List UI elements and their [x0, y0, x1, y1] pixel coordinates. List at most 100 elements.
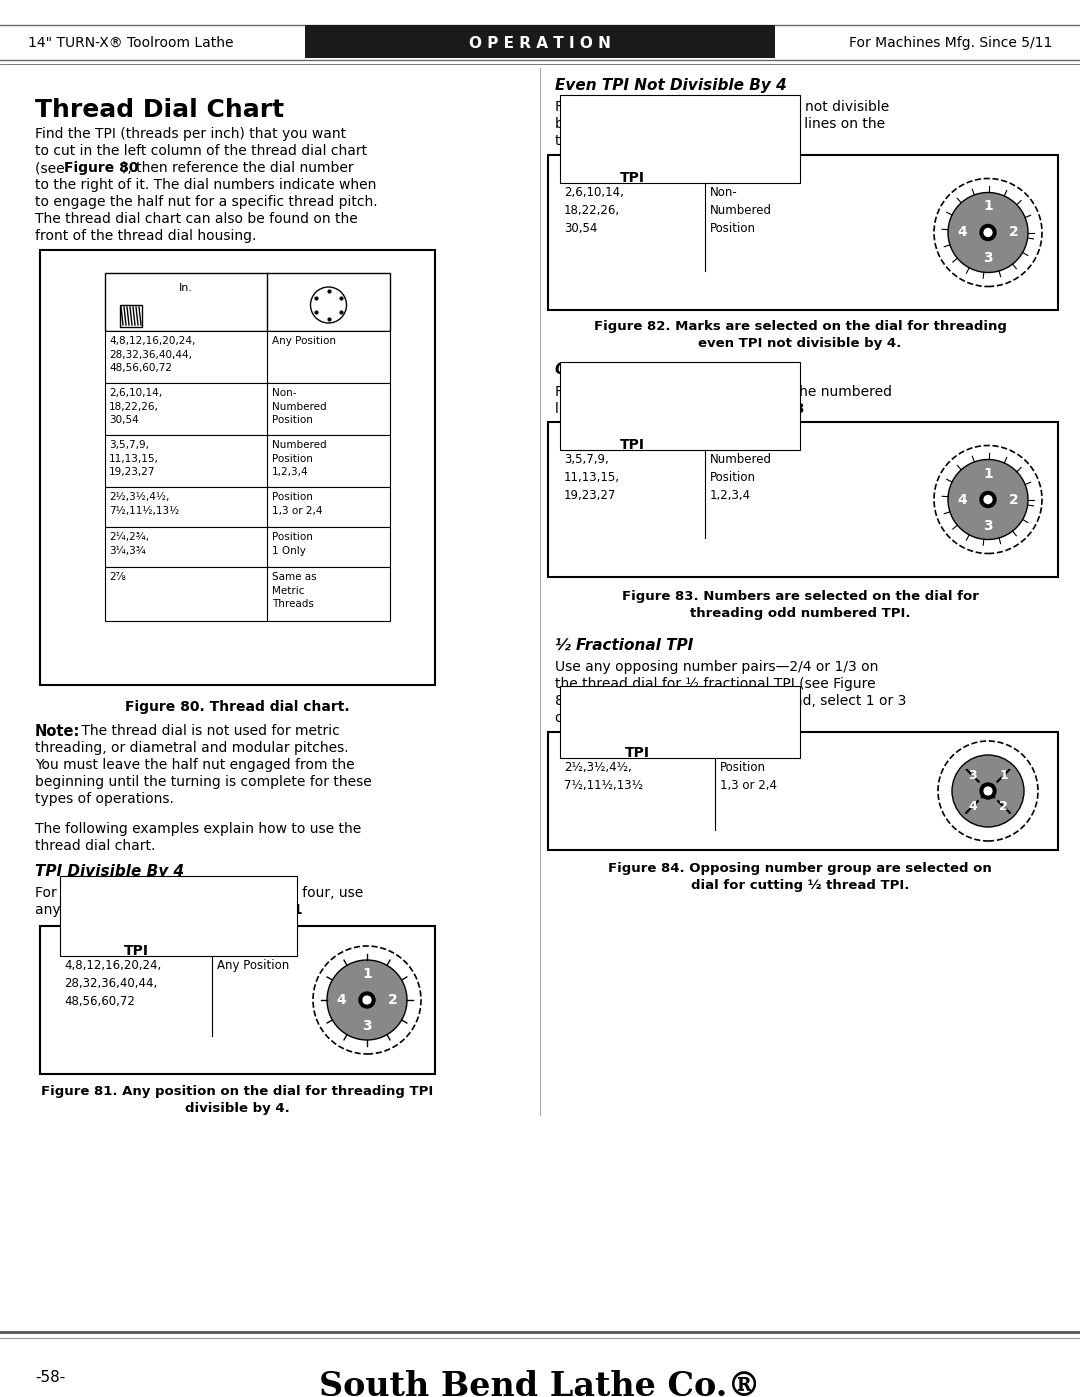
Bar	[120, 305, 141, 327]
Bar	[548, 155, 1058, 310]
Text: For threading a TPI that is even but not divisible: For threading a TPI that is even but not…	[555, 101, 889, 115]
Circle shape	[983, 228, 993, 237]
Text: 4: 4	[968, 800, 976, 813]
Bar	[305, 25, 775, 59]
Bar	[105, 527, 390, 567]
Text: Even TPI Not Divisible By 4: Even TPI Not Divisible By 4	[555, 78, 786, 94]
Text: Figure 84. Opposing number group are selected on
dial for cutting ½ thread TPI.: Figure 84. Opposing number group are sel…	[608, 862, 991, 893]
Text: Use any opposing number pairs—2/4 or 1/3 on: Use any opposing number pairs—2/4 or 1/3…	[555, 659, 878, 673]
Bar	[105, 434, 390, 488]
Text: ).: ).	[787, 402, 797, 416]
Text: Figure 83: Figure 83	[730, 402, 805, 416]
Text: Non-
Numbered
Position: Non- Numbered Position	[710, 186, 772, 235]
Text: lines on the thread dial (see: lines on the thread dial (see	[555, 402, 754, 416]
Text: Any Position: Any Position	[272, 337, 336, 346]
Text: 4,8,12,16,20,24,
28,32,36,40,44,
48,56,60,72: 4,8,12,16,20,24, 28,32,36,40,44, 48,56,6…	[64, 958, 161, 1009]
Text: 2: 2	[999, 800, 1008, 813]
Text: Position
1 Only: Position 1 Only	[272, 532, 313, 556]
Text: 2: 2	[1009, 493, 1018, 507]
Circle shape	[948, 193, 1028, 272]
Text: 4: 4	[957, 225, 967, 239]
Text: Figure 81. Any position on the dial for threading TPI
divisible by 4.: Figure 81. Any position on the dial for …	[41, 1085, 433, 1115]
Text: O P E R A T I O N: O P E R A T I O N	[469, 35, 611, 50]
Text: TPI: TPI	[123, 944, 149, 958]
Text: Figure 80. Thread dial chart.: Figure 80. Thread dial chart.	[124, 700, 349, 714]
Bar	[548, 422, 1058, 577]
Bar	[105, 488, 390, 527]
Bar	[105, 383, 390, 434]
Text: 1: 1	[362, 967, 372, 981]
Text: on the dial.: on the dial.	[555, 711, 633, 725]
Bar	[40, 926, 435, 1074]
Text: 84). For example, to cut a 3½ thread, select 1 or 3: 84). For example, to cut a 3½ thread, se…	[555, 694, 906, 708]
Text: TPI: TPI	[620, 439, 645, 453]
Bar	[561, 95, 800, 183]
Text: Numbered
Position
1,2,3,4: Numbered Position 1,2,3,4	[272, 440, 326, 478]
Text: threading, or diametral and modular pitches.: threading, or diametral and modular pitc…	[35, 740, 349, 754]
Text: 2¼,2¾,
3¼,3¾: 2¼,2¾, 3¼,3¾	[109, 532, 149, 556]
Circle shape	[983, 787, 993, 796]
Circle shape	[980, 782, 996, 799]
Text: the thread dial for ½ fractional TPI (see Figure: the thread dial for ½ fractional TPI (se…	[555, 678, 876, 692]
Text: 3: 3	[362, 1018, 372, 1032]
Bar	[60, 876, 297, 956]
Text: by 4, use any of the non-numbered lines on the: by 4, use any of the non-numbered lines …	[555, 117, 886, 131]
Bar	[561, 362, 800, 450]
Circle shape	[951, 754, 1024, 827]
Text: 1: 1	[999, 768, 1008, 782]
Circle shape	[983, 495, 993, 504]
Text: For Machines Mfg. Since 5/11: For Machines Mfg. Since 5/11	[849, 36, 1052, 50]
Text: to the right of it. The dial numbers indicate when: to the right of it. The dial numbers ind…	[35, 177, 376, 191]
Text: 4: 4	[336, 993, 346, 1007]
Text: 2,6,10,14,
18,22,26,
30,54: 2,6,10,14, 18,22,26, 30,54	[109, 388, 162, 425]
Text: thread dial chart.: thread dial chart.	[35, 840, 156, 854]
Text: Note:: Note:	[35, 724, 80, 739]
Text: 1: 1	[983, 467, 993, 481]
Text: to cut in the left column of the thread dial chart: to cut in the left column of the thread …	[35, 144, 367, 158]
Text: 4,8,12,16,20,24,
28,32,36,40,44,
48,56,60,72: 4,8,12,16,20,24, 28,32,36,40,44, 48,56,6…	[109, 337, 195, 373]
Text: ).: ).	[285, 902, 295, 916]
Text: Numbered
Position
1,2,3,4: Numbered Position 1,2,3,4	[710, 453, 772, 502]
Text: 3: 3	[983, 251, 993, 265]
Text: TPI: TPI	[620, 170, 645, 184]
Text: 3: 3	[968, 768, 976, 782]
Text: Position
1,3 or 2,4: Position 1,3 or 2,4	[720, 761, 777, 792]
Text: You must leave the half nut engaged from the: You must leave the half nut engaged from…	[35, 759, 354, 773]
Circle shape	[359, 992, 375, 1009]
Text: Figure 82: Figure 82	[654, 134, 729, 148]
Text: Any Position: Any Position	[217, 958, 289, 972]
Bar	[105, 272, 390, 331]
Text: 3,5,7,9,
11,13,15,
19,23,27: 3,5,7,9, 11,13,15, 19,23,27	[109, 440, 159, 478]
Text: TPI: TPI	[625, 746, 650, 760]
Text: 4: 4	[957, 493, 967, 507]
Text: Find the TPI (threads per inch) that you want: Find the TPI (threads per inch) that you…	[35, 127, 346, 141]
Text: front of the thread dial housing.: front of the thread dial housing.	[35, 229, 256, 243]
Text: Figure 80: Figure 80	[64, 161, 138, 175]
Text: beginning until the turning is complete for these: beginning until the turning is complete …	[35, 775, 372, 789]
Text: 3: 3	[983, 518, 993, 532]
Text: The thread dial is not used for metric: The thread dial is not used for metric	[77, 724, 340, 738]
Text: 2,6,10,14,
18,22,26,
30,54: 2,6,10,14, 18,22,26, 30,54	[564, 186, 624, 235]
Text: 2½,3½,4½,
7½,11½,13½: 2½,3½,4½, 7½,11½,13½	[564, 761, 643, 792]
Bar	[40, 250, 435, 685]
Circle shape	[948, 460, 1028, 539]
Bar	[105, 331, 390, 383]
Text: Figure 82. Marks are selected on the dial for threading
even TPI not divisible b: Figure 82. Marks are selected on the dia…	[594, 320, 1007, 351]
Text: 2: 2	[1009, 225, 1018, 239]
Circle shape	[980, 492, 996, 507]
Text: Thread Dial Chart: Thread Dial Chart	[35, 98, 284, 122]
Circle shape	[327, 960, 407, 1039]
Text: Odd Numbered TPI: Odd Numbered TPI	[555, 362, 717, 377]
Circle shape	[362, 995, 372, 1004]
Circle shape	[980, 225, 996, 240]
Text: Position
1,3 or 2,4: Position 1,3 or 2,4	[272, 492, 323, 515]
Text: For threading a TPI that is divisible by four, use: For threading a TPI that is divisible by…	[35, 886, 363, 900]
Text: 3,5,7,9,
11,13,15,
19,23,27: 3,5,7,9, 11,13,15, 19,23,27	[564, 453, 620, 502]
Bar	[548, 732, 1058, 849]
Text: South Bend Lathe Co.®: South Bend Lathe Co.®	[319, 1370, 761, 1397]
Text: 2: 2	[388, 993, 397, 1007]
Text: 1: 1	[983, 200, 993, 214]
Text: Same as
Metric
Threads: Same as Metric Threads	[272, 571, 316, 609]
Text: Non-
Numbered
Position: Non- Numbered Position	[272, 388, 326, 425]
Text: For odd numbered TPI, use any of the numbered: For odd numbered TPI, use any of the num…	[555, 386, 892, 400]
